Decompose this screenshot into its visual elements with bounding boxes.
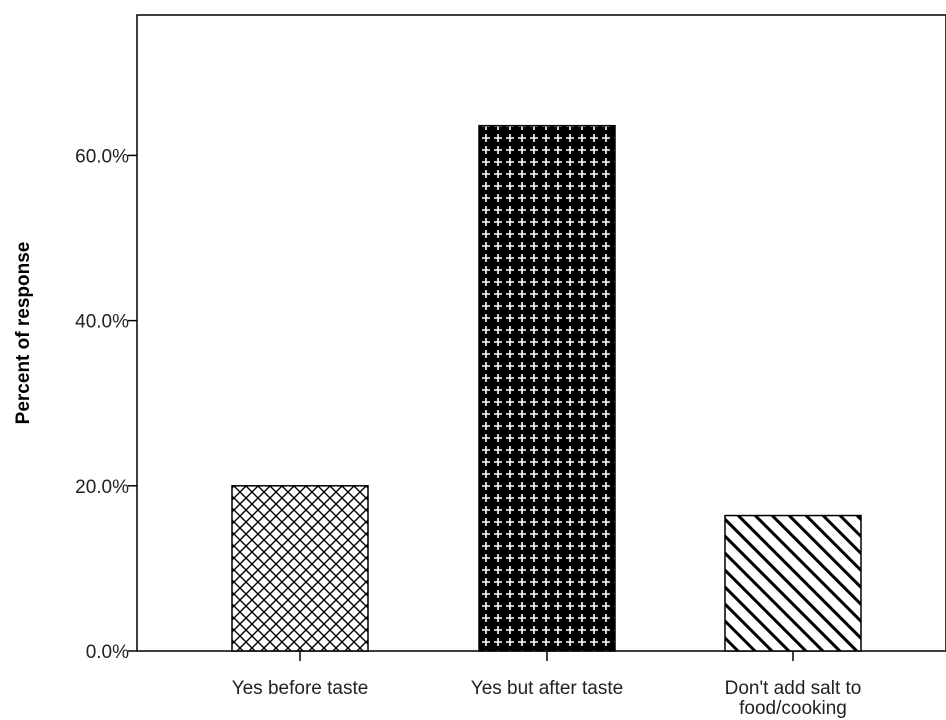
x-axis: Yes before taste Yes but after taste Don't… xyxy=(232,651,862,719)
bars xyxy=(231,124,862,652)
x-category-label-line: food/cooking xyxy=(739,698,847,719)
y-tick-label: 40.0% xyxy=(75,312,129,333)
bar-3 xyxy=(724,514,862,652)
y-tick-label: 0.0% xyxy=(86,642,129,663)
y-tick-label: 60.0% xyxy=(75,146,129,167)
x-category-label-line: Don't add salt to xyxy=(725,678,862,699)
y-axis-title: Percent of response xyxy=(13,242,34,425)
x-category-label: Don't add salt to food/cooking xyxy=(725,678,862,719)
y-tick-label: 20.0% xyxy=(75,477,129,498)
y-axis: 0.0% 20.0% 40.0% 60.0% xyxy=(75,146,137,663)
bar-2 xyxy=(478,124,616,652)
x-category-label-line: Yes but after taste xyxy=(471,678,623,699)
x-category-label: Yes but after taste xyxy=(471,678,623,699)
x-category-label-line: Yes before taste xyxy=(232,678,369,699)
x-category-label: Yes before taste xyxy=(232,678,369,699)
bar-1 xyxy=(231,485,369,652)
